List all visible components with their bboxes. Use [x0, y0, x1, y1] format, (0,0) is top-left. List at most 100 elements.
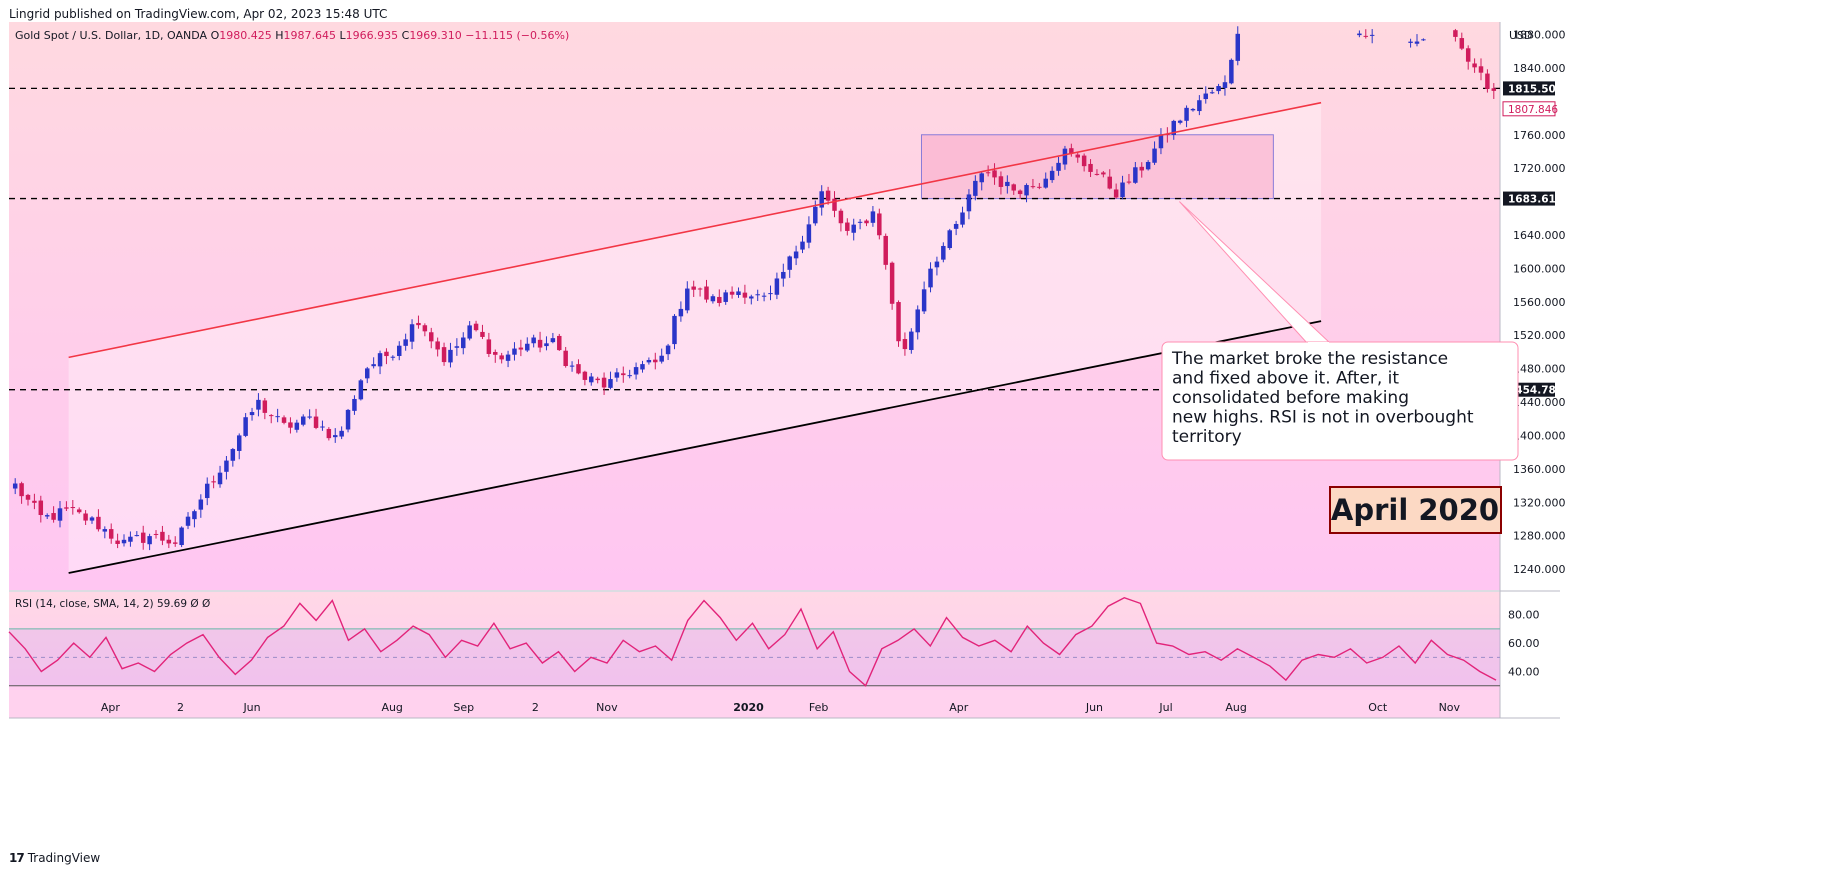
candle-body[interactable] — [589, 376, 594, 383]
candle-body[interactable] — [409, 324, 415, 342]
candle-body[interactable] — [819, 191, 824, 208]
candle-body[interactable] — [275, 416, 280, 418]
candle-body[interactable] — [646, 359, 652, 363]
comment-box[interactable] — [1161, 341, 1519, 461]
candle-body[interactable] — [1478, 66, 1484, 73]
candle-body[interactable] — [358, 380, 364, 400]
candle-body[interactable] — [781, 271, 786, 279]
candle-body[interactable] — [1203, 93, 1209, 100]
tradingview-brand[interactable]: 17 TradingView — [9, 851, 100, 865]
candle-body[interactable] — [832, 198, 837, 211]
candle-body[interactable] — [32, 500, 37, 503]
candle-body[interactable] — [915, 309, 920, 333]
candle-body[interactable] — [614, 372, 620, 378]
candle-body[interactable] — [25, 494, 31, 500]
candle-body[interactable] — [204, 483, 210, 499]
candle-body[interactable] — [1011, 184, 1016, 191]
candle-body[interactable] — [345, 409, 351, 430]
candle-body[interactable] — [1465, 48, 1471, 62]
candle-body[interactable] — [313, 416, 319, 428]
candle-body[interactable] — [185, 516, 191, 526]
candle-body[interactable] — [736, 291, 741, 295]
candle-body[interactable] — [352, 398, 357, 411]
candle-body[interactable] — [1126, 181, 1132, 183]
candle-body[interactable] — [1485, 73, 1490, 89]
candle-body[interactable] — [307, 416, 312, 418]
candle-body[interactable] — [288, 422, 293, 428]
candle-body[interactable] — [877, 213, 882, 236]
candle-body[interactable] — [1075, 154, 1080, 158]
candle-body[interactable] — [672, 315, 677, 345]
candle-body[interactable] — [441, 347, 447, 363]
candle-body[interactable] — [1171, 120, 1176, 135]
candle-body[interactable] — [160, 531, 165, 541]
candle-body[interactable] — [1037, 186, 1042, 188]
candle-body[interactable] — [998, 176, 1004, 187]
candle-body[interactable] — [1120, 182, 1125, 198]
candle-body[interactable] — [909, 331, 914, 350]
candle-body[interactable] — [1197, 100, 1202, 112]
candle-body[interactable] — [717, 296, 722, 303]
candle-body[interactable] — [601, 377, 607, 388]
candle-body[interactable] — [365, 368, 370, 379]
candle-body[interactable] — [70, 507, 76, 509]
candle-body[interactable] — [64, 507, 69, 509]
candle-body[interactable] — [416, 322, 421, 326]
candle-body[interactable] — [569, 365, 575, 367]
candle-body[interactable] — [665, 345, 671, 355]
candle-body[interactable] — [531, 337, 536, 344]
candle-body[interactable] — [108, 529, 114, 539]
candle-body[interactable] — [934, 261, 940, 268]
candle-body[interactable] — [1043, 178, 1048, 188]
candle-body[interactable] — [633, 367, 639, 375]
candle-body[interactable] — [262, 400, 268, 413]
candle-body[interactable] — [96, 516, 101, 530]
candle-body[interactable] — [115, 540, 120, 544]
candle-body[interactable] — [883, 235, 888, 265]
candle-body[interactable] — [902, 339, 908, 350]
candle-body[interactable] — [1030, 186, 1036, 188]
candle-body[interactable] — [1024, 185, 1029, 196]
candle-body[interactable] — [729, 291, 735, 295]
candle-body[interactable] — [429, 332, 434, 342]
candle-body[interactable] — [198, 499, 204, 510]
candle-body[interactable] — [742, 292, 748, 298]
candle-body[interactable] — [947, 230, 952, 249]
candle-body[interactable] — [627, 375, 632, 377]
consolidation-zone[interactable] — [920, 134, 1274, 200]
candle-body[interactable] — [505, 354, 511, 361]
candle-body[interactable] — [1145, 161, 1151, 170]
candle-body[interactable] — [147, 536, 152, 545]
candle-body[interactable] — [339, 430, 344, 437]
candle-body[interactable] — [435, 341, 440, 350]
candle-body[interactable] — [723, 292, 728, 302]
candle-body[interactable] — [678, 308, 684, 317]
candle-body[interactable] — [838, 210, 844, 224]
support-trendline[interactable] — [68, 320, 1322, 574]
candle-body[interactable] — [544, 343, 549, 347]
candle-body[interactable] — [960, 212, 965, 225]
candle-body[interactable] — [493, 351, 498, 355]
candle-body[interactable] — [896, 302, 901, 342]
candle-body[interactable] — [768, 293, 773, 295]
candle-body[interactable] — [1056, 162, 1061, 171]
candle-body[interactable] — [76, 509, 82, 513]
candle-body[interactable] — [243, 417, 248, 436]
candle-body[interactable] — [102, 529, 108, 532]
candle-body[interactable] — [83, 513, 88, 521]
candle-body[interactable] — [134, 535, 140, 537]
candle-body[interactable] — [985, 172, 991, 174]
candle-body[interactable] — [685, 288, 690, 311]
candle-body[interactable] — [140, 532, 146, 543]
candle-body[interactable] — [390, 356, 396, 358]
candle-body[interactable] — [1088, 163, 1093, 172]
candle-body[interactable] — [761, 295, 767, 297]
candle-body[interactable] — [192, 511, 197, 520]
candle-body[interactable] — [557, 335, 562, 351]
candle-body[interactable] — [1062, 148, 1068, 165]
candle-body[interactable] — [1421, 39, 1426, 41]
candle-body[interactable] — [166, 539, 172, 544]
candle-body[interactable] — [371, 364, 376, 367]
candle-body[interactable] — [1190, 108, 1196, 111]
